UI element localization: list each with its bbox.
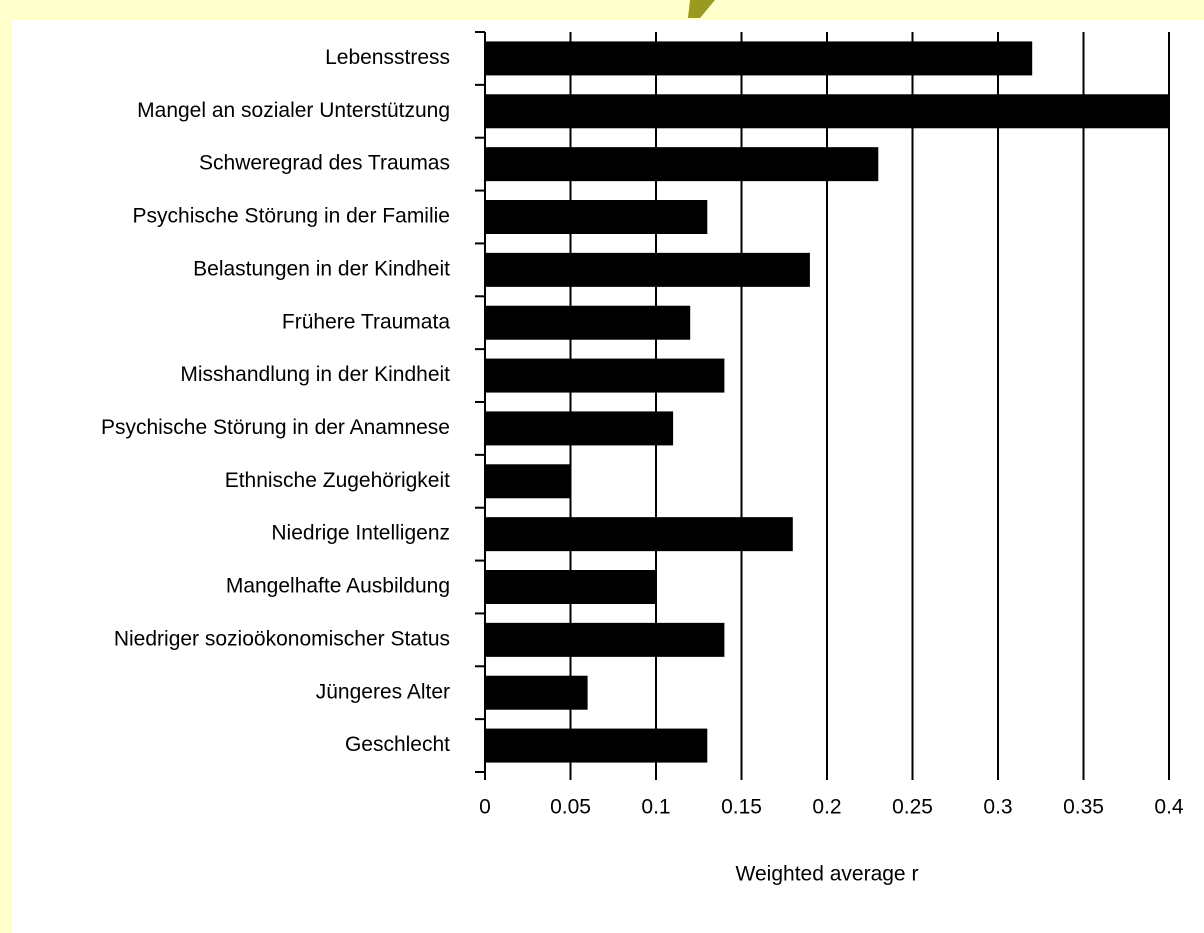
y-tick-label: Geschlecht [345,733,450,756]
bar [485,252,810,287]
bar [485,305,691,340]
bar [485,675,588,710]
y-tick-label: Frühere Traumata [282,310,450,333]
x-axis-label: Weighted average r [736,863,919,886]
y-tick-label: Mangel an sozialer Unterstützung [137,99,450,122]
bar [485,200,708,234]
x-tick-label: 0.3 [983,796,1012,819]
y-tick-label: Schweregrad des Traumas [199,152,450,175]
x-tick-label: 0.05 [550,796,591,819]
x-tick-label: 0.1 [641,796,670,819]
y-tick-label: Lebensstress [325,46,450,69]
x-tick-label: 0.25 [892,796,933,819]
bar [485,147,879,182]
x-tick-label: 0.15 [721,796,762,819]
bar [485,358,725,393]
x-tick-label: 0 [479,796,491,819]
bar [485,94,1169,129]
y-tick-label: Ethnische Zugehörigkeit [225,469,450,492]
y-tick-label: Mangelhafte Ausbildung [226,575,450,598]
bar [485,517,793,552]
x-tick-label: 0.2 [812,796,841,819]
bar [485,41,1033,76]
x-tick-label: 0.4 [1154,796,1184,819]
bar [485,622,725,657]
bar [485,411,674,446]
y-tick-label: Psychische Störung in der Familie [133,205,450,228]
y-tick-label: Niedriger sozioökonomischer Status [114,627,450,650]
bar [485,464,571,499]
bar [485,728,708,763]
y-tick-label: Psychische Störung in der Anamnese [101,416,450,439]
y-tick-label: Belastungen in der Kindheit [193,257,450,280]
y-tick-label: Jüngeres Alter [316,680,450,703]
y-tick-label: Misshandlung in der Kindheit [180,363,450,386]
x-tick-label: 0.35 [1063,796,1104,819]
y-tick-label: Niedrige Intelligenz [271,522,450,545]
title-fragment [688,0,715,18]
bar [485,570,656,604]
